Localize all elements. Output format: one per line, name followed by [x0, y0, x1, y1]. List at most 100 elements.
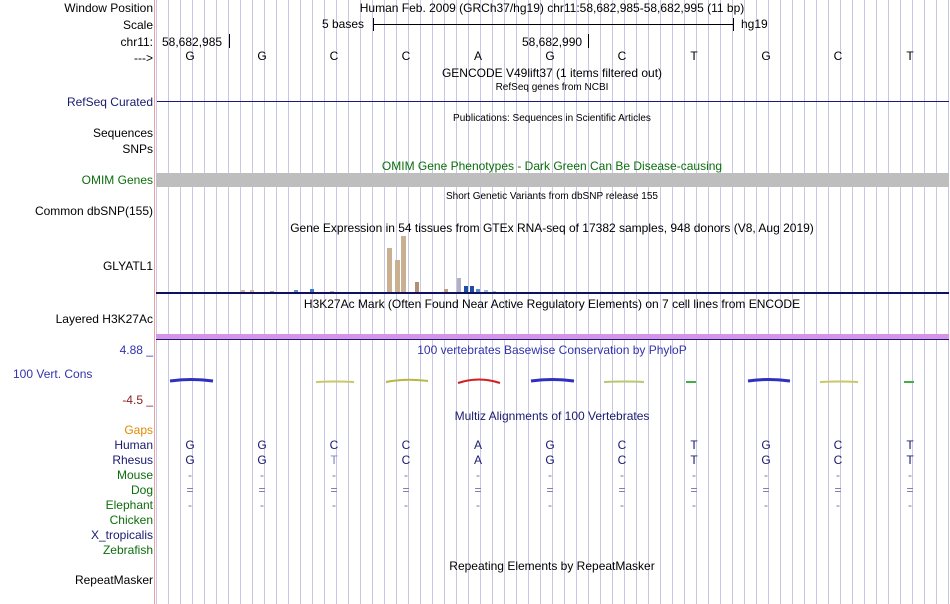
- gtex-tissue-bar[interactable]: [484, 290, 488, 292]
- gtex-tissue-bar[interactable]: [310, 289, 314, 292]
- scale-bar: [373, 24, 733, 25]
- grid-line: [708, 0, 709, 604]
- gtex-track-title: Gene Expression in 54 tissues from GTEx …: [290, 221, 814, 235]
- gtex-tissue-bar[interactable]: [492, 291, 496, 292]
- grid-line: [396, 0, 397, 604]
- gtex-tissue-bar[interactable]: [457, 278, 461, 292]
- refseq-curated-label[interactable]: RefSeq Curated: [66, 95, 153, 109]
- grid-line: [324, 0, 325, 604]
- base-letter[interactable]: C: [401, 49, 411, 63]
- gtex-tissue-bar[interactable]: [330, 291, 334, 292]
- gtex-tissue-bar[interactable]: [395, 260, 400, 292]
- species-label[interactable]: Dog: [130, 483, 153, 497]
- common-dbsnp-label[interactable]: Common dbSNP(155): [34, 204, 153, 218]
- scale-bar-left-tick: [373, 18, 374, 31]
- phylop-conservation-plot[interactable]: [156, 370, 949, 394]
- assembly-position-title[interactable]: Human Feb. 2009 (GRCh37/hg19) chr11:58,6…: [359, 1, 745, 15]
- phylop-mark-9: [819, 380, 859, 383]
- base-letter[interactable]: T: [906, 49, 914, 63]
- species-label[interactable]: Gaps: [124, 423, 153, 437]
- base-letter[interactable]: G: [761, 49, 771, 63]
- species-label[interactable]: X_tropicalis: [90, 528, 153, 542]
- base-letter[interactable]: C: [329, 49, 339, 63]
- scale-label: Scale: [122, 18, 153, 32]
- alignment-base: T: [330, 453, 338, 467]
- base-letter[interactable]: A: [473, 49, 483, 63]
- grid-line: [852, 0, 853, 604]
- gtex-tissue-bar[interactable]: [415, 282, 419, 292]
- base-letter[interactable]: C: [833, 49, 843, 63]
- h3k27ac-baseline: [156, 339, 949, 340]
- phylop-mark-4: [457, 378, 501, 384]
- omim-gene-bar[interactable]: [156, 173, 949, 187]
- species-label[interactable]: Elephant: [105, 498, 153, 512]
- species-label[interactable]: Human: [114, 438, 153, 452]
- position-left: 58,682,985: [162, 35, 223, 49]
- scale-assembly: hg19: [741, 17, 768, 31]
- gtex-tissue-bar[interactable]: [444, 289, 448, 292]
- grid-line: [336, 0, 337, 604]
- alignment-base: -: [620, 468, 624, 482]
- position-mid-tick: [588, 34, 589, 48]
- alignment-base: G: [185, 438, 195, 452]
- base-letter[interactable]: G: [185, 49, 195, 63]
- grid-line: [768, 0, 769, 604]
- alignment-base: =: [258, 483, 266, 497]
- gtex-tissue-bar[interactable]: [470, 286, 474, 292]
- alignment-base: T: [690, 453, 698, 467]
- gtex-tissue-bar[interactable]: [270, 291, 274, 292]
- gtex-tissue-bar[interactable]: [401, 236, 406, 292]
- alignment-base: -: [764, 468, 768, 482]
- gtex-tissue-bar[interactable]: [250, 290, 254, 292]
- species-label[interactable]: Rhesus: [112, 453, 153, 467]
- gtex-tissue-bar[interactable]: [387, 248, 392, 292]
- grid-line: [840, 0, 841, 604]
- grid-line: [816, 0, 817, 604]
- grid-line: [540, 0, 541, 604]
- window-position-label: Window Position: [64, 1, 153, 15]
- alignment-base: T: [906, 453, 914, 467]
- gtex-tissue-bar[interactable]: [294, 290, 298, 292]
- gtex-tissue-bar[interactable]: [464, 286, 468, 292]
- alignment-base: G: [257, 453, 267, 467]
- grid-line: [720, 0, 721, 604]
- multiz-track-title: Multiz Alignments of 100 Vertebrates: [454, 409, 650, 423]
- base-letter[interactable]: C: [617, 49, 627, 63]
- alignment-base: =: [186, 483, 194, 497]
- grid-line: [624, 0, 625, 604]
- sequences-label[interactable]: Sequences: [92, 126, 153, 140]
- chrom-label: chr11:: [120, 35, 153, 49]
- gtex-tissue-bar[interactable]: [476, 289, 480, 292]
- grid-line: [600, 0, 601, 604]
- grid-line: [468, 0, 469, 604]
- alignment-base: -: [620, 498, 624, 512]
- species-label[interactable]: Chicken: [109, 513, 153, 527]
- grid-line: [672, 0, 673, 604]
- species-label[interactable]: Zebrafish: [102, 543, 153, 557]
- repeatmasker-label[interactable]: RepeatMasker: [74, 573, 153, 587]
- gtex-gene-baseline[interactable]: [156, 292, 949, 294]
- gtex-gene-label[interactable]: GLYATL1: [102, 259, 153, 273]
- omim-genes-label[interactable]: OMIM Genes: [81, 173, 153, 187]
- base-letter[interactable]: G: [257, 49, 267, 63]
- phylop-track-label[interactable]: 100 Vert. Cons: [13, 367, 93, 381]
- base-letter[interactable]: T: [690, 49, 698, 63]
- base-letter[interactable]: G: [545, 49, 555, 63]
- refseq-gene-line[interactable]: [157, 101, 949, 102]
- grid-line: [576, 0, 577, 604]
- grid-line: [528, 0, 529, 604]
- grid-line: [372, 0, 373, 604]
- gencode-track-title[interactable]: GENCODE V49lift37 (1 items filtered out): [441, 66, 663, 80]
- scale-bar-right-tick: [733, 18, 734, 31]
- snps-label[interactable]: SNPs: [122, 142, 153, 156]
- phylop-mark-5: [530, 378, 575, 383]
- species-label[interactable]: Mouse: [116, 468, 153, 482]
- grid-line: [156, 0, 157, 604]
- alignment-base: -: [404, 498, 408, 512]
- grid-line: [756, 0, 757, 604]
- grid-line: [480, 0, 481, 604]
- layered-h3k27ac-label[interactable]: Layered H3K27Ac: [55, 312, 153, 326]
- gtex-tissue-bar[interactable]: [241, 290, 245, 292]
- grid-line: [696, 0, 697, 604]
- h3k27ac-track-title: H3K27Ac Mark (Often Found Near Active Re…: [303, 297, 801, 311]
